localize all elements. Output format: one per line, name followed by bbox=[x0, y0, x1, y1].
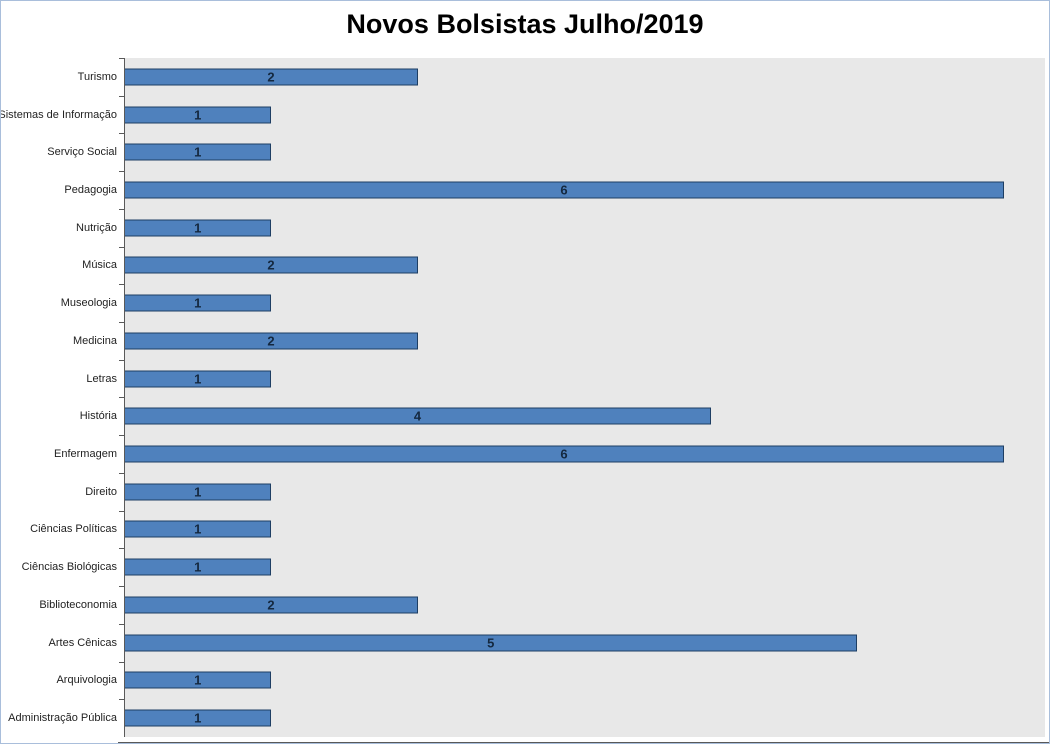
bar-value-label: 5 bbox=[487, 635, 495, 651]
bar: 1 bbox=[125, 520, 272, 538]
bar-value-label: 1 bbox=[194, 144, 202, 160]
plot-cell: 1 bbox=[119, 510, 1045, 549]
bar: 1 bbox=[125, 483, 272, 501]
category-label: Arquivologia bbox=[1, 661, 124, 700]
category-label: Direito bbox=[1, 472, 124, 511]
bar: 2 bbox=[125, 256, 418, 274]
chart-row: Serviço Social 1 bbox=[1, 133, 1045, 172]
plot-cell: 5 bbox=[119, 623, 1045, 662]
plot-cell: 2 bbox=[119, 586, 1045, 624]
bar: 4 bbox=[125, 407, 711, 425]
bar-value-label: 1 bbox=[194, 710, 202, 726]
chart-row: Museologia 1 bbox=[1, 284, 1045, 323]
plot-cell: 4 bbox=[119, 397, 1045, 436]
bar: 1 bbox=[125, 709, 272, 727]
chart-row: Medicina 2 bbox=[1, 322, 1045, 360]
bar: 6 bbox=[125, 181, 1004, 199]
bar-value-label: 1 bbox=[194, 295, 202, 311]
bar: 1 bbox=[125, 294, 272, 312]
plot-cell: 1 bbox=[119, 472, 1045, 511]
category-label: Enfermagem bbox=[1, 435, 124, 473]
category-label: Nutrição bbox=[1, 208, 124, 247]
bar: 1 bbox=[125, 370, 272, 388]
chart-row: Administração Pública 1 bbox=[1, 699, 1045, 737]
category-label: Pedagogia bbox=[1, 171, 124, 209]
plot-cell: 1 bbox=[119, 208, 1045, 247]
bar-value-label: 2 bbox=[267, 597, 275, 613]
bar-value-label: 1 bbox=[194, 220, 202, 236]
plot-cell: 1 bbox=[119, 284, 1045, 323]
category-label: Administração Pública bbox=[1, 699, 124, 737]
bar-value-label: 1 bbox=[194, 484, 202, 500]
category-label: Medicina bbox=[1, 322, 124, 360]
bar-value-label: 2 bbox=[267, 257, 275, 273]
chart-row: Sistemas de Informação 1 bbox=[1, 95, 1045, 134]
category-label: Turismo bbox=[1, 58, 124, 96]
category-label: Ciências Biológicas bbox=[1, 548, 124, 587]
bar: 2 bbox=[125, 68, 418, 86]
bar: 5 bbox=[125, 634, 858, 652]
chart-row: Letras 1 bbox=[1, 359, 1045, 398]
bar-value-label: 1 bbox=[194, 521, 202, 537]
plot-cell: 2 bbox=[119, 246, 1045, 285]
plot-area: Turismo 2 Sistemas de Informação 1 Serviço S… bbox=[1, 58, 1045, 737]
chart-row: Direito 1 bbox=[1, 472, 1045, 511]
bar-value-label: 2 bbox=[267, 333, 275, 349]
bar-value-label: 1 bbox=[194, 672, 202, 688]
category-label: Serviço Social bbox=[1, 133, 124, 172]
plot-cell: 2 bbox=[119, 322, 1045, 360]
plot-cell: 1 bbox=[119, 661, 1045, 700]
plot-cell: 2 bbox=[119, 58, 1045, 96]
bar: 2 bbox=[125, 596, 418, 614]
bar-value-label: 6 bbox=[560, 446, 568, 462]
category-label: Música bbox=[1, 246, 124, 285]
plot-cell: 1 bbox=[119, 359, 1045, 398]
category-label: Museologia bbox=[1, 284, 124, 323]
chart-row: História 4 bbox=[1, 397, 1045, 436]
plot-cell: 1 bbox=[119, 548, 1045, 587]
category-label: Biblioteconomia bbox=[1, 586, 124, 624]
chart-row: Arquivologia 1 bbox=[1, 661, 1045, 700]
category-label: Sistemas de Informação bbox=[1, 95, 124, 134]
bar: 6 bbox=[125, 445, 1004, 463]
bar-value-label: 6 bbox=[560, 182, 568, 198]
category-label: Artes Cênicas bbox=[1, 623, 124, 662]
x-axis-line bbox=[118, 742, 1049, 743]
plot-cell: 6 bbox=[119, 435, 1045, 473]
plot-cell: 1 bbox=[119, 133, 1045, 172]
chart-row: Ciências Biológicas 1 bbox=[1, 548, 1045, 587]
plot-cell: 1 bbox=[119, 95, 1045, 134]
chart-row: Biblioteconomia 2 bbox=[1, 586, 1045, 624]
category-label: Letras bbox=[1, 359, 124, 398]
bar: 1 bbox=[125, 106, 272, 124]
category-label: Ciências Políticas bbox=[1, 510, 124, 549]
chart-row: Pedagogia 6 bbox=[1, 171, 1045, 209]
bar-value-label: 1 bbox=[194, 371, 202, 387]
bar: 1 bbox=[125, 143, 272, 161]
bar: 1 bbox=[125, 671, 272, 689]
chart-row: Música 2 bbox=[1, 246, 1045, 285]
chart-row: Artes Cênicas 5 bbox=[1, 623, 1045, 662]
chart-row: Turismo 2 bbox=[1, 58, 1045, 96]
chart-row: Enfermagem 6 bbox=[1, 435, 1045, 473]
bar: 1 bbox=[125, 558, 272, 576]
chart-row: Ciências Políticas 1 bbox=[1, 510, 1045, 549]
chart-title: Novos Bolsistas Julho/2019 bbox=[346, 9, 704, 39]
bar-value-label: 1 bbox=[194, 107, 202, 123]
plot-cell: 1 bbox=[119, 699, 1045, 737]
bar-value-label: 2 bbox=[267, 69, 275, 85]
bar-value-label: 4 bbox=[413, 408, 422, 424]
bar: 1 bbox=[125, 219, 272, 237]
bar: 2 bbox=[125, 332, 418, 350]
chart-row: Nutrição 1 bbox=[1, 208, 1045, 247]
bar-value-label: 1 bbox=[194, 559, 202, 575]
plot-cell: 6 bbox=[119, 171, 1045, 209]
category-label: História bbox=[1, 397, 124, 436]
